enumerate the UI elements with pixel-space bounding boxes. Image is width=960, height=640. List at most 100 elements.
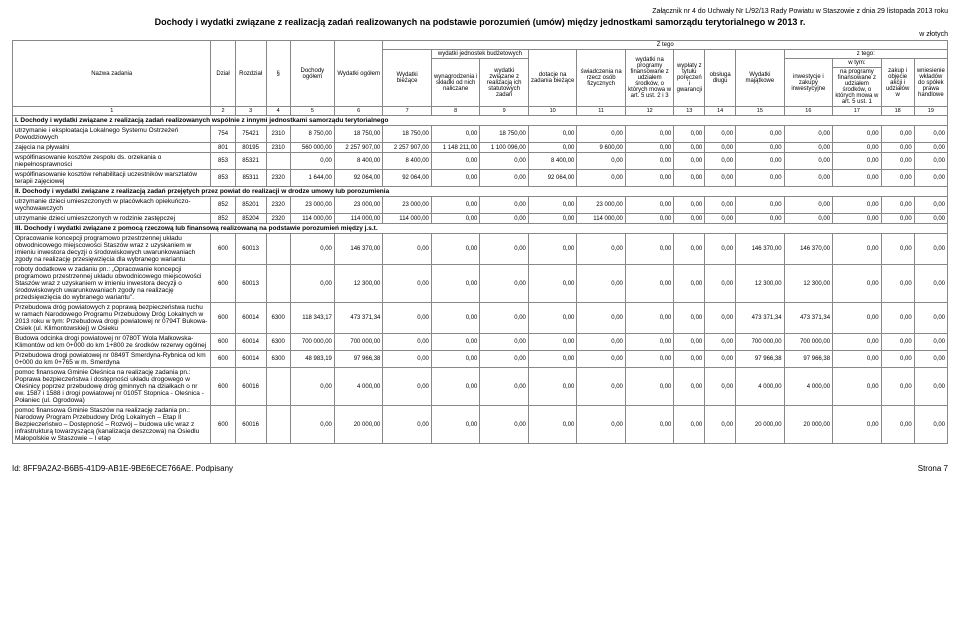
cell: 0,00 [674,143,705,153]
budget-table: Nazwa zadania Dział Rozdział § Dochody o… [12,40,948,444]
cell: 0,00 [833,303,882,334]
cell: 0,00 [480,334,529,351]
cell: 0,00 [881,214,914,224]
cell: 0,00 [833,334,882,351]
cell: 92 064,00 [383,170,432,187]
col-number: 7 [383,107,432,116]
cell: 0,00 [736,126,785,143]
cell: 0,00 [881,334,914,351]
currency-unit: w złotych [12,31,948,38]
task-name: pomoc finansowa Gminie Oleśnica na reali… [13,368,211,406]
cell: 0,00 [290,234,334,265]
cell: 0,00 [881,126,914,143]
cell: 0,00 [625,234,674,265]
cell: 2320 [266,214,290,224]
cell: 700 000,00 [784,334,833,351]
cell: 600 [211,265,235,303]
cell: 23 000,00 [290,197,334,214]
cell: 0,00 [914,170,947,187]
cell: 0,00 [914,234,947,265]
cell: 0,00 [833,214,882,224]
cell: 1 148 211,00 [431,143,480,153]
cell: 0,00 [480,214,529,224]
cell: 60013 [235,234,266,265]
task-name: utrzymanie i eksploatacja Lokalnego Syst… [13,126,211,143]
cell: 0,00 [881,303,914,334]
cell: 2 257 907,00 [383,143,432,153]
cell: 0,00 [528,368,577,406]
th-obsluga: obsługa długu [705,50,736,107]
th-naprogramy: na programy finansowane z udziałem środk… [833,68,882,107]
cell: 85201 [235,197,266,214]
cell: 0,00 [431,334,480,351]
cell: 0,00 [914,406,947,444]
th-name: Nazwa zadania [13,41,211,107]
cell: 20 000,00 [736,406,785,444]
cell: 853 [211,153,235,170]
cell: 600 [211,368,235,406]
cell: 0,00 [705,368,736,406]
cell: 12 300,00 [784,265,833,303]
cell: 85311 [235,170,266,187]
col-number: 8 [431,107,480,116]
cell: 560 000,00 [290,143,334,153]
cell: 146 370,00 [334,234,383,265]
cell: 0,00 [625,334,674,351]
cell: 2320 [266,197,290,214]
cell: 114 000,00 [334,214,383,224]
col-number: 19 [914,107,947,116]
th-zakup: zakup i objęcie akcji i udziałów w [881,59,914,107]
cell: 0,00 [674,265,705,303]
cell: 0,00 [480,265,529,303]
cell: 6300 [266,351,290,368]
cell: 12 300,00 [334,265,383,303]
cell: 0,00 [784,170,833,187]
cell: 0,00 [674,406,705,444]
section-header: II. Dochody i wydatki związane z realiza… [13,187,948,197]
cell: 0,00 [914,214,947,224]
cell: 0,00 [674,303,705,334]
th-rozdzial: Rozdział [235,41,266,107]
cell: 0,00 [625,214,674,224]
cell: 0,00 [881,153,914,170]
cell: 0,00 [383,234,432,265]
cell: 0,00 [705,303,736,334]
cell: 0,00 [625,351,674,368]
cell: 0,00 [674,368,705,406]
cell: 801 [211,143,235,153]
cell: 0,00 [705,126,736,143]
cell: 0,00 [528,214,577,224]
cell: 0,00 [480,303,529,334]
cell: 146 370,00 [736,234,785,265]
col-number: 1 [13,107,211,116]
cell: 0,00 [577,265,626,303]
cell: 0,00 [784,153,833,170]
cell: 0,00 [784,214,833,224]
cell: 85321 [235,153,266,170]
cell [266,234,290,265]
cell: 0,00 [625,170,674,187]
cell: 0,00 [480,234,529,265]
cell: 0,00 [528,334,577,351]
cell: 0,00 [625,143,674,153]
col-number: 2 [211,107,235,116]
cell: 60016 [235,368,266,406]
page-number: Strona 7 [918,464,948,473]
cell: 0,00 [431,303,480,334]
cell: 0,00 [577,170,626,187]
cell: 0,00 [914,143,947,153]
cell: 0,00 [431,197,480,214]
th-jednostek: wydatki jednostek budżetowych [431,50,528,59]
cell: 92 064,00 [528,170,577,187]
cell: 6300 [266,334,290,351]
cell: 0,00 [674,197,705,214]
task-name: utrzymanie dzieci umieszczonych w rodzin… [13,214,211,224]
cell: 853 [211,170,235,187]
th-wniesienie: wniesienie wkładów do spółek prawa handl… [914,59,947,107]
th-inwestycje: inwestycje i zakupy inwestycyjne [784,59,833,107]
cell: 0,00 [290,406,334,444]
cell: 9 600,00 [577,143,626,153]
cell: 0,00 [705,214,736,224]
th-majatkowe: Wydatki majątkowe [736,50,785,107]
th-paragraph: § [266,41,290,107]
